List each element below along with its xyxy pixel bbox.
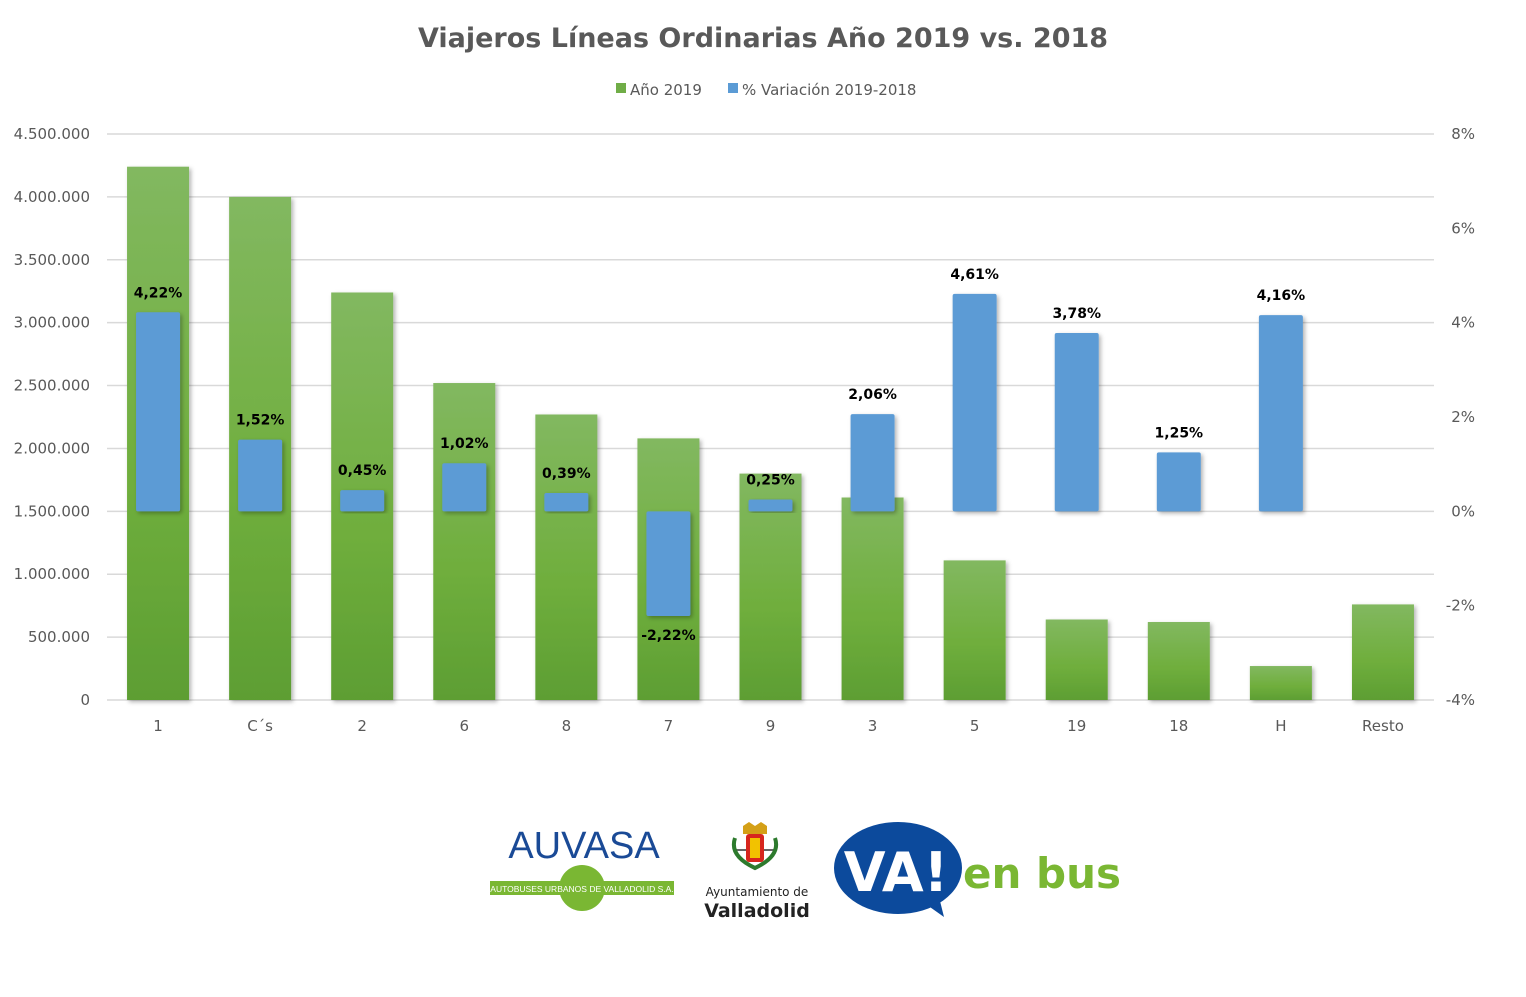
x-tick-label: H [1275,717,1286,735]
ayuntamiento-text: Ayuntamiento de [706,885,809,899]
en-bus-text: en bus [963,849,1121,898]
data-label-variation: 3,78% [1052,306,1101,322]
bar-variation-5 [952,293,997,512]
data-label-variation: 1,02% [440,436,489,452]
auvasa-subtext: AUTOBUSES URBANOS DE VALLADOLID S.A. [490,884,673,894]
ayuntamiento-logo: Ayuntamiento de Valladolid [704,822,810,922]
bar-2019-8 [535,414,598,700]
legend-label-variation: % Variación 2019-2018 [742,81,916,99]
bar-2019-H [1249,666,1312,700]
x-tick-label: 8 [562,717,572,735]
va-en-bus-logo: VA! en bus [834,822,1121,917]
left-tick-label: 4.500.000 [14,125,90,143]
left-tick-label: 3.500.000 [14,251,90,269]
data-label-variation: 0,39% [542,466,591,482]
bar-variation-9 [748,499,793,512]
legend: Año 2019 % Variación 2019-2018 [616,81,916,99]
data-label-variation: 0,45% [338,463,387,479]
left-tick-label: 1.500.000 [14,502,90,520]
legend-label-2019: Año 2019 [630,81,702,99]
valladolid-text: Valladolid [704,900,810,922]
left-tick-label: 0 [80,691,90,709]
bar-2019-5 [943,560,1006,700]
x-tick-label: 7 [664,717,674,735]
right-tick-label: 4% [1451,314,1475,332]
bar-variation-8 [544,492,589,512]
right-tick-label: 8% [1451,125,1475,143]
x-tick-label: 3 [868,717,878,735]
x-tick-label: 2 [357,717,367,735]
bar-variation-H [1258,315,1303,512]
bar-2019-Resto [1351,604,1414,700]
left-tick-label: 2.500.000 [14,377,90,395]
bar-variation-1 [136,312,181,512]
x-tick-label: 18 [1169,717,1188,735]
bar-variation-6 [442,463,487,512]
left-tick-label: 1.000.000 [14,565,90,583]
x-tick-label: 19 [1067,717,1086,735]
auvasa-logo: AUVASA AUTOBUSES URBANOS DE VALLADOLID S… [490,825,674,911]
bar-2019-6 [433,383,496,700]
right-tick-label: -2% [1446,597,1475,615]
bar-2019-19 [1045,619,1108,700]
va-text: VA! [844,841,949,904]
right-tick-label: 6% [1451,219,1475,237]
data-label-variation: 0,25% [746,473,795,489]
x-tick-label: 9 [766,717,776,735]
bar-variation-19 [1054,333,1099,512]
left-tick-label: 2.000.000 [14,439,90,457]
bar-variation-C´s [238,439,283,512]
bar-2019-9 [739,473,802,700]
right-tick-label: 0% [1451,502,1475,520]
data-label-variation: 1,25% [1155,425,1204,441]
x-tick-label: 1 [153,717,163,735]
x-tick-label: 6 [459,717,469,735]
bar-variation-7 [646,511,691,617]
bar-variation-3 [850,414,895,512]
right-tick-label: -4% [1446,691,1475,709]
x-tick-label: Resto [1362,717,1404,735]
data-label-variation: 2,06% [848,387,897,403]
right-tick-label: 2% [1451,408,1475,426]
data-label-variation: 4,61% [950,267,999,283]
data-label-variation: 4,22% [134,285,183,301]
bar-variation-2 [340,490,385,512]
data-label-variation: 4,16% [1257,288,1306,304]
chart-title: Viajeros Líneas Ordinarias Año 2019 vs. … [418,23,1108,54]
auvasa-text: AUVASA [508,825,660,867]
left-tick-label: 4.000.000 [14,188,90,206]
legend-swatch-variation [728,83,738,93]
bar-2019-18 [1147,622,1210,700]
legend-swatch-2019 [616,83,626,93]
bar-variation-18 [1156,452,1201,512]
x-tick-label: C´s [247,717,273,735]
bar-2019-3 [841,497,904,700]
data-label-variation: -2,22% [641,628,695,644]
left-tick-label: 500.000 [28,628,90,646]
left-tick-label: 3.000.000 [14,314,90,332]
data-label-variation: 1,52% [236,413,285,429]
x-tick-label: 5 [970,717,980,735]
